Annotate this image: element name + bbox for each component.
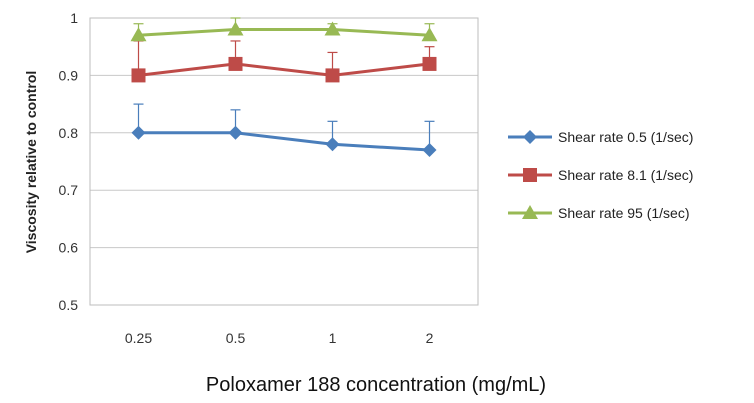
x-tick-label: 0.25	[125, 330, 152, 346]
legend-label: Shear rate 0.5 (1/sec)	[558, 129, 693, 145]
y-tick-label: 0.9	[59, 67, 79, 83]
legend: Shear rate 0.5 (1/sec) Shear rate 8.1 (1/…	[508, 129, 693, 221]
y-axis-label: Viscosity relative to control	[23, 71, 39, 254]
axes	[89, 17, 479, 306]
legend-item: Shear rate 95 (1/sec)	[508, 205, 690, 221]
legend-marker	[523, 168, 537, 182]
legend-item: Shear rate 8.1 (1/sec)	[508, 167, 693, 183]
data-point	[325, 68, 340, 83]
data-point	[421, 27, 438, 42]
legend-item: Shear rate 0.5 (1/sec)	[508, 129, 693, 145]
data-point	[131, 68, 146, 83]
legend-label: Shear rate 8.1 (1/sec)	[558, 167, 693, 183]
x-tick-label: 0.5	[226, 330, 246, 346]
data-point	[228, 56, 243, 71]
y-tick-label: 0.8	[59, 125, 79, 141]
series-line	[138, 62, 430, 77]
data-point	[130, 27, 147, 42]
data-point	[422, 143, 437, 158]
legend-marker	[522, 205, 538, 219]
x-tick-label: 1	[329, 330, 337, 346]
series-3	[130, 17, 438, 42]
series-line	[138, 27, 430, 37]
y-tick-label: 0.7	[59, 182, 79, 198]
plot-area	[89, 17, 479, 306]
legend-label: Shear rate 95 (1/sec)	[558, 205, 690, 221]
data-point	[228, 125, 243, 140]
series-2	[131, 40, 437, 83]
data-point	[422, 56, 437, 71]
y-tick-label: 0.6	[59, 240, 79, 256]
tick-labels: 0.5 0.6 0.7 0.8 0.9 1 0.25 0.5 1 2	[59, 10, 434, 346]
data-point	[325, 137, 340, 152]
data-point	[131, 125, 146, 140]
y-tick-label: 1	[70, 10, 78, 26]
legend-marker	[523, 130, 537, 144]
x-axis-label: Poloxamer 188 concentration (mg/mL)	[206, 374, 546, 396]
series-1	[131, 103, 437, 158]
gridlines	[90, 17, 478, 306]
y-tick-label: 0.5	[59, 297, 79, 313]
series-layer	[130, 17, 438, 158]
data-point	[324, 21, 341, 36]
data-point	[227, 21, 244, 36]
x-tick-label: 2	[426, 330, 434, 346]
series-line	[138, 131, 430, 152]
